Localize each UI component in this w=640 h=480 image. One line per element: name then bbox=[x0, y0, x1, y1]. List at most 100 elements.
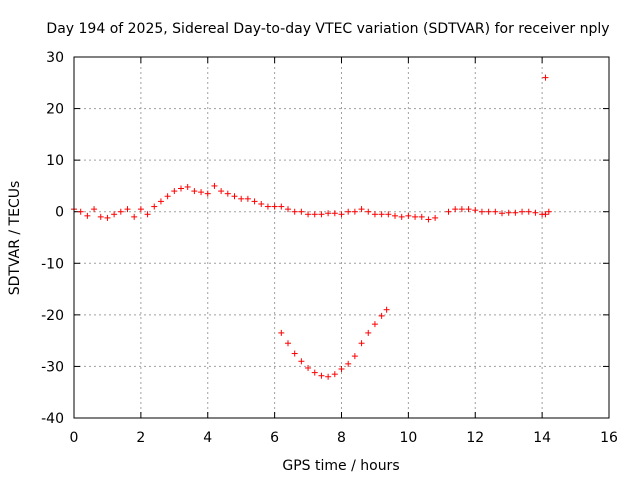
x-tick-label: 6 bbox=[270, 430, 279, 446]
data-point bbox=[325, 373, 332, 380]
data-point bbox=[358, 206, 365, 213]
data-point bbox=[84, 212, 91, 219]
data-point bbox=[412, 213, 419, 220]
data-point bbox=[345, 360, 352, 367]
data-point bbox=[383, 306, 390, 313]
data-point bbox=[378, 312, 385, 319]
data-point bbox=[351, 353, 358, 360]
data-point bbox=[157, 198, 164, 205]
data-point bbox=[137, 206, 144, 213]
data-point bbox=[91, 206, 98, 213]
data-point bbox=[338, 211, 345, 218]
data-point bbox=[238, 195, 245, 202]
data-point bbox=[492, 208, 499, 215]
data-point bbox=[285, 206, 291, 213]
data-point bbox=[305, 211, 312, 218]
data-point bbox=[117, 208, 124, 215]
y-tick-label: 30 bbox=[46, 50, 64, 66]
data-point bbox=[97, 213, 104, 220]
data-point bbox=[418, 213, 425, 220]
data-point bbox=[204, 190, 211, 197]
data-point bbox=[218, 188, 225, 195]
data-point bbox=[465, 206, 472, 213]
data-point bbox=[198, 189, 205, 196]
y-axis-label: SDTVAR / TECUs bbox=[7, 181, 23, 296]
x-tick-label: 10 bbox=[399, 430, 417, 446]
data-point bbox=[151, 203, 158, 210]
data-point bbox=[264, 203, 271, 210]
plot-frame bbox=[73, 56, 610, 419]
y-tick-label: -30 bbox=[41, 359, 64, 375]
y-tick-label: 10 bbox=[46, 153, 64, 169]
data-point bbox=[325, 210, 332, 217]
data-point bbox=[164, 193, 171, 200]
data-point bbox=[425, 216, 432, 223]
x-tick-label: 2 bbox=[136, 430, 145, 446]
data-point bbox=[184, 183, 191, 190]
x-tick-label: 14 bbox=[533, 430, 551, 446]
data-point bbox=[365, 208, 372, 215]
data-point bbox=[505, 209, 512, 216]
data-point bbox=[171, 188, 178, 195]
data-point bbox=[371, 321, 378, 328]
chart-title: Day 194 of 2025, Sidereal Day-to-day VTE… bbox=[46, 21, 609, 37]
data-point bbox=[331, 371, 338, 378]
data-point bbox=[224, 190, 231, 197]
data-point bbox=[452, 206, 459, 213]
data-point bbox=[251, 198, 258, 205]
y-tick-label: 0 bbox=[55, 205, 64, 221]
data-point bbox=[104, 214, 111, 221]
data-point bbox=[478, 208, 485, 215]
data-point bbox=[365, 329, 372, 336]
data-point bbox=[258, 200, 265, 207]
data-point bbox=[542, 74, 549, 81]
data-point bbox=[351, 208, 358, 215]
data-point bbox=[499, 210, 505, 217]
data-point bbox=[525, 208, 532, 215]
data-point bbox=[191, 188, 198, 195]
data-point bbox=[392, 212, 398, 219]
data-point bbox=[298, 208, 305, 215]
data-point bbox=[318, 372, 325, 379]
data-point bbox=[345, 208, 352, 215]
data-point bbox=[472, 207, 479, 214]
data-point bbox=[378, 211, 385, 218]
x-tick-label: 8 bbox=[337, 430, 346, 446]
data-point bbox=[485, 208, 492, 215]
y-tick-label: -20 bbox=[41, 308, 64, 324]
data-point bbox=[371, 211, 378, 218]
data-point bbox=[77, 208, 84, 215]
data-points bbox=[71, 74, 552, 380]
data-point bbox=[405, 212, 412, 219]
data-point bbox=[545, 208, 552, 215]
x-tick-label: 12 bbox=[466, 430, 484, 446]
data-point bbox=[432, 214, 439, 221]
y-tick-label: -40 bbox=[41, 411, 64, 427]
data-point bbox=[542, 211, 549, 218]
data-point bbox=[291, 350, 298, 357]
y-tick-label: -10 bbox=[41, 256, 64, 272]
data-point bbox=[358, 340, 365, 347]
y-tick-label: 20 bbox=[46, 102, 64, 118]
data-point bbox=[211, 182, 218, 189]
data-point bbox=[532, 209, 539, 216]
data-point bbox=[311, 369, 318, 376]
data-point bbox=[385, 211, 392, 218]
data-point bbox=[512, 209, 519, 216]
data-point bbox=[124, 206, 131, 213]
x-tick-label: 4 bbox=[203, 430, 212, 446]
data-point bbox=[231, 193, 238, 200]
data-point bbox=[331, 210, 338, 217]
data-point bbox=[291, 208, 298, 215]
data-point bbox=[271, 203, 278, 210]
x-tick-label: 0 bbox=[70, 430, 79, 446]
data-point bbox=[144, 211, 151, 218]
data-point bbox=[311, 211, 318, 218]
data-point bbox=[285, 340, 291, 347]
data-point bbox=[398, 213, 405, 220]
data-point bbox=[278, 329, 285, 336]
x-axis-label: GPS time / hours bbox=[282, 458, 399, 474]
data-point bbox=[445, 208, 452, 215]
grid-lines bbox=[74, 57, 609, 418]
